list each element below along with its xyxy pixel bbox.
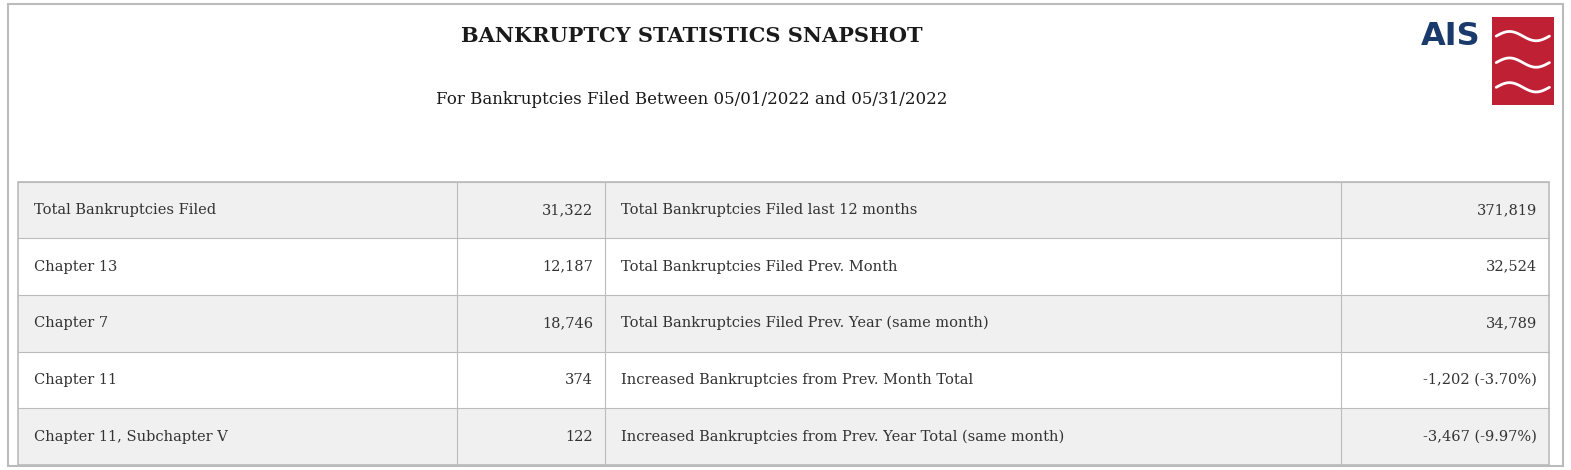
Text: -3,467 (-9.97%): -3,467 (-9.97%) [1423,430,1536,444]
Text: Chapter 13: Chapter 13 [35,259,118,274]
Text: Increased Bankruptcies from Prev. Year Total (same month): Increased Bankruptcies from Prev. Year T… [621,430,1065,444]
Text: Total Bankruptcies Filed Prev. Month: Total Bankruptcies Filed Prev. Month [621,259,897,274]
Text: Chapter 7: Chapter 7 [35,316,108,330]
Text: Increased Bankruptcies from Prev. Month Total: Increased Bankruptcies from Prev. Month … [621,373,974,387]
Text: Chapter 11: Chapter 11 [35,373,118,387]
Text: Chapter 11, Subchapter V: Chapter 11, Subchapter V [35,430,228,444]
Text: 18,746: 18,746 [542,316,592,330]
Text: 12,187: 12,187 [542,259,592,274]
Bar [1491,17,1554,105]
Text: 122: 122 [566,430,592,444]
Text: BANKRUPTCY STATISTICS SNAPSHOT: BANKRUPTCY STATISTICS SNAPSHOT [460,26,922,46]
Bar [19,181,1549,238]
Text: 34,789: 34,789 [1486,316,1536,330]
Text: Total Bankruptcies Filed: Total Bankruptcies Filed [35,203,217,217]
Text: For Bankruptcies Filed Between 05/01/2022 and 05/31/2022: For Bankruptcies Filed Between 05/01/202… [435,91,947,108]
Text: -1,202 (-3.70%): -1,202 (-3.70%) [1423,373,1536,387]
Text: 374: 374 [566,373,592,387]
Bar [19,408,1549,465]
Text: 31,322: 31,322 [542,203,592,217]
Text: Total Bankruptcies Filed last 12 months: Total Bankruptcies Filed last 12 months [621,203,917,217]
Bar [19,181,1549,465]
Bar [19,352,1549,408]
Text: Total Bankruptcies Filed Prev. Year (same month): Total Bankruptcies Filed Prev. Year (sam… [621,316,988,330]
Bar [19,238,1549,295]
Bar [19,295,1549,352]
Text: 32,524: 32,524 [1486,259,1536,274]
Text: 371,819: 371,819 [1477,203,1536,217]
Text: AIS: AIS [1422,21,1481,52]
